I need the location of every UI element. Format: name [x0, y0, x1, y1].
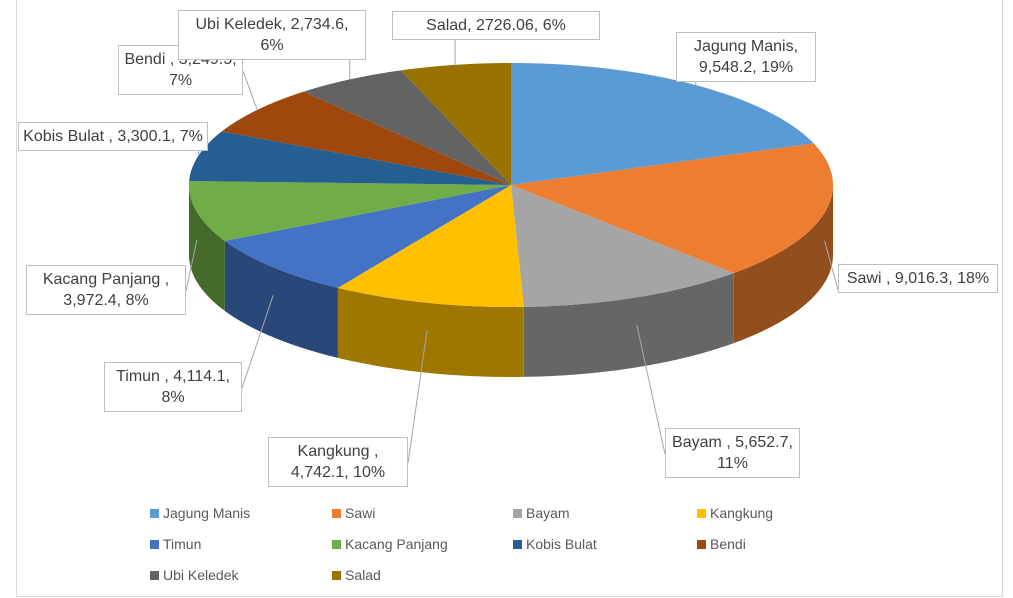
legend-swatch	[513, 508, 522, 518]
slice	[400, 63, 511, 185]
data-label: Kobis Bulat , 3,300.1, 7%	[18, 122, 208, 151]
legend-label: Kangkung	[710, 505, 774, 521]
legend-item: Kangkung	[697, 505, 773, 521]
leader-line	[636, 325, 666, 455]
data-label: Salad, 2726.06, 6%	[392, 11, 600, 40]
leader-line	[185, 239, 198, 292]
legend-label: Jagung Manis	[163, 505, 251, 521]
data-label: Kangkung , 4,742.1, 10%	[268, 437, 408, 487]
legend-swatch	[150, 570, 159, 580]
legend-label: Salad	[345, 567, 381, 583]
legend-item: Kobis Bulat	[513, 536, 597, 552]
legend-label: Kobis Bulat	[526, 536, 597, 552]
legend-item: Sawi	[332, 505, 375, 521]
slice	[221, 91, 511, 185]
slice-side	[189, 185, 225, 311]
legend-swatch	[697, 508, 706, 518]
slice	[189, 181, 511, 241]
legend-item: Bendi	[697, 536, 746, 552]
chart-frame	[16, 0, 1003, 597]
legend-swatch	[332, 570, 341, 580]
data-label: Bayam , 5,652.7, 11%	[665, 428, 800, 478]
data-label: Kacang Panjang , 3,972.4, 8%	[26, 265, 186, 315]
data-label: Sawi , 9,016.3, 18%	[838, 264, 998, 293]
legend-label: Bendi	[710, 536, 746, 552]
legend-swatch	[513, 539, 522, 549]
legend-swatch	[697, 539, 706, 549]
legend-label: Sawi	[345, 505, 376, 521]
legend-swatch	[332, 508, 341, 518]
legend-label: Bayam	[526, 505, 570, 521]
legend-item: Ubi Keledek	[150, 567, 239, 583]
leader-line	[242, 70, 258, 111]
legend-label: Kacang Panjang	[345, 536, 448, 552]
legend-item: Timun	[150, 536, 201, 552]
slice-side	[337, 287, 524, 377]
legend-item: Bayam	[513, 505, 570, 521]
legend-swatch	[150, 508, 159, 518]
slice-side	[523, 273, 734, 377]
slice	[337, 185, 524, 307]
data-label: Jagung Manis, 9,548.2, 19%	[676, 32, 816, 82]
slice	[224, 185, 512, 288]
leader-line	[407, 330, 428, 464]
legend-item: Kacang Panjang	[332, 536, 448, 552]
legend-item: Jagung Manis	[150, 505, 250, 521]
slice	[511, 63, 814, 185]
slice-side	[733, 185, 833, 344]
slice	[511, 185, 734, 307]
slice-side	[224, 240, 338, 358]
legend-swatch	[332, 539, 341, 549]
legend-label: Timun	[163, 536, 202, 552]
data-label: Ubi Keledek, 2,734.6, 6%	[178, 10, 366, 60]
slice	[189, 131, 512, 185]
legend-label: Ubi Keledek	[163, 567, 239, 583]
slice	[511, 143, 833, 274]
leader-line	[241, 295, 274, 389]
leader-line	[824, 240, 839, 291]
data-label: Timun , 4,114.1, 8%	[104, 362, 242, 412]
legend-swatch	[150, 539, 159, 549]
slice	[303, 70, 511, 185]
legend-item: Salad	[332, 567, 381, 583]
